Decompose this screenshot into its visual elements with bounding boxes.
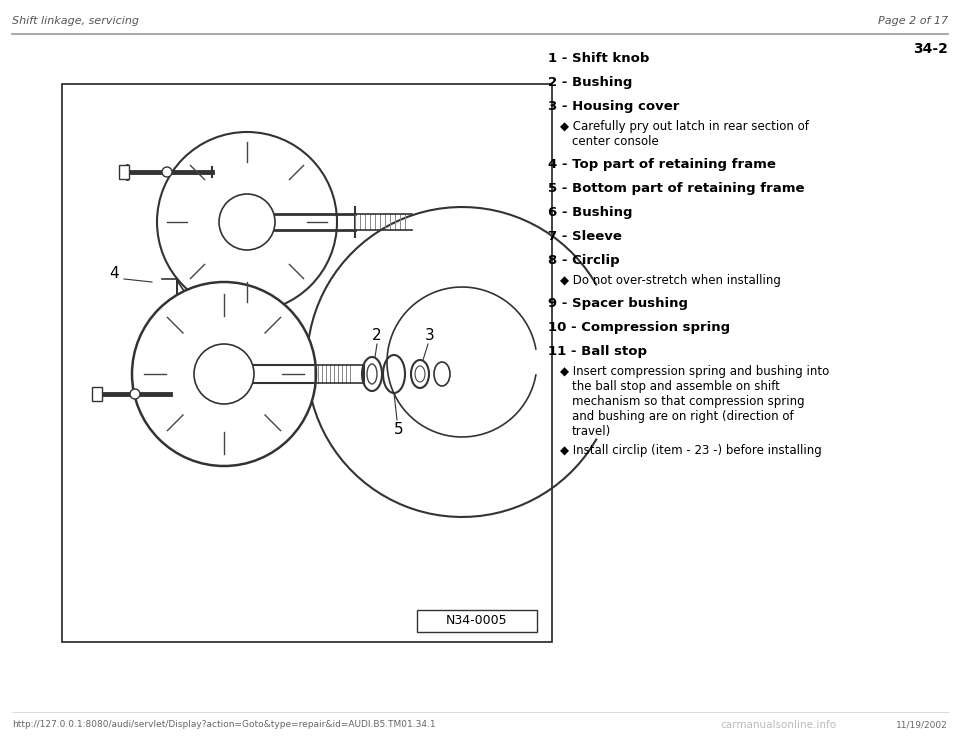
Circle shape xyxy=(219,194,275,250)
Text: N34-0005: N34-0005 xyxy=(446,614,508,628)
Circle shape xyxy=(194,344,254,404)
Circle shape xyxy=(162,167,172,177)
Text: 7 - Sleeve: 7 - Sleeve xyxy=(548,230,622,243)
Circle shape xyxy=(132,282,316,466)
Text: ◆ Do not over-stretch when installing: ◆ Do not over-stretch when installing xyxy=(560,274,780,287)
Text: center console: center console xyxy=(572,135,659,148)
Text: 2: 2 xyxy=(372,329,382,344)
Text: ◆ Install circlip (item - 23 -) before installing: ◆ Install circlip (item - 23 -) before i… xyxy=(560,444,822,457)
Text: 9 - Spacer bushing: 9 - Spacer bushing xyxy=(548,297,688,310)
Text: 34-2: 34-2 xyxy=(913,42,948,56)
Text: 6 - Bushing: 6 - Bushing xyxy=(548,206,633,219)
Circle shape xyxy=(130,389,140,399)
Circle shape xyxy=(157,132,337,312)
Text: and bushing are on right (direction of: and bushing are on right (direction of xyxy=(572,410,794,423)
Text: travel): travel) xyxy=(572,425,612,438)
Text: 5: 5 xyxy=(395,421,404,436)
Text: ◆ Carefully pry out latch in rear section of: ◆ Carefully pry out latch in rear sectio… xyxy=(560,120,809,133)
Text: 11/19/2002: 11/19/2002 xyxy=(897,720,948,729)
Text: 3: 3 xyxy=(425,329,435,344)
Text: 10 - Compression spring: 10 - Compression spring xyxy=(548,321,731,334)
Text: 2 - Bushing: 2 - Bushing xyxy=(548,76,633,89)
Text: http://127.0.0.1:8080/audi/servlet/Display?action=Goto&type=repair&id=AUDI.B5.TM: http://127.0.0.1:8080/audi/servlet/Displ… xyxy=(12,720,436,729)
Bar xyxy=(92,387,102,401)
Text: 11 - Ball stop: 11 - Ball stop xyxy=(548,345,647,358)
Text: the ball stop and assemble on shift: the ball stop and assemble on shift xyxy=(572,380,780,393)
Text: 1: 1 xyxy=(204,412,214,427)
Text: 3 - Housing cover: 3 - Housing cover xyxy=(548,100,680,113)
Text: 5 - Bottom part of retaining frame: 5 - Bottom part of retaining frame xyxy=(548,182,804,195)
Bar xyxy=(62,84,552,642)
Text: ◆ Insert compression spring and bushing into: ◆ Insert compression spring and bushing … xyxy=(560,365,829,378)
Bar xyxy=(119,165,129,179)
Text: 4: 4 xyxy=(109,266,119,281)
Text: 8 - Circlip: 8 - Circlip xyxy=(548,254,619,267)
Text: mechanism so that compression spring: mechanism so that compression spring xyxy=(572,395,804,408)
Text: Shift linkage, servicing: Shift linkage, servicing xyxy=(12,16,139,26)
Text: Page 2 of 17: Page 2 of 17 xyxy=(877,16,948,26)
Text: 4 - Top part of retaining frame: 4 - Top part of retaining frame xyxy=(548,158,776,171)
Text: carmanualsonline.info: carmanualsonline.info xyxy=(720,720,836,730)
Bar xyxy=(417,610,537,632)
Text: 1 - Shift knob: 1 - Shift knob xyxy=(548,52,649,65)
